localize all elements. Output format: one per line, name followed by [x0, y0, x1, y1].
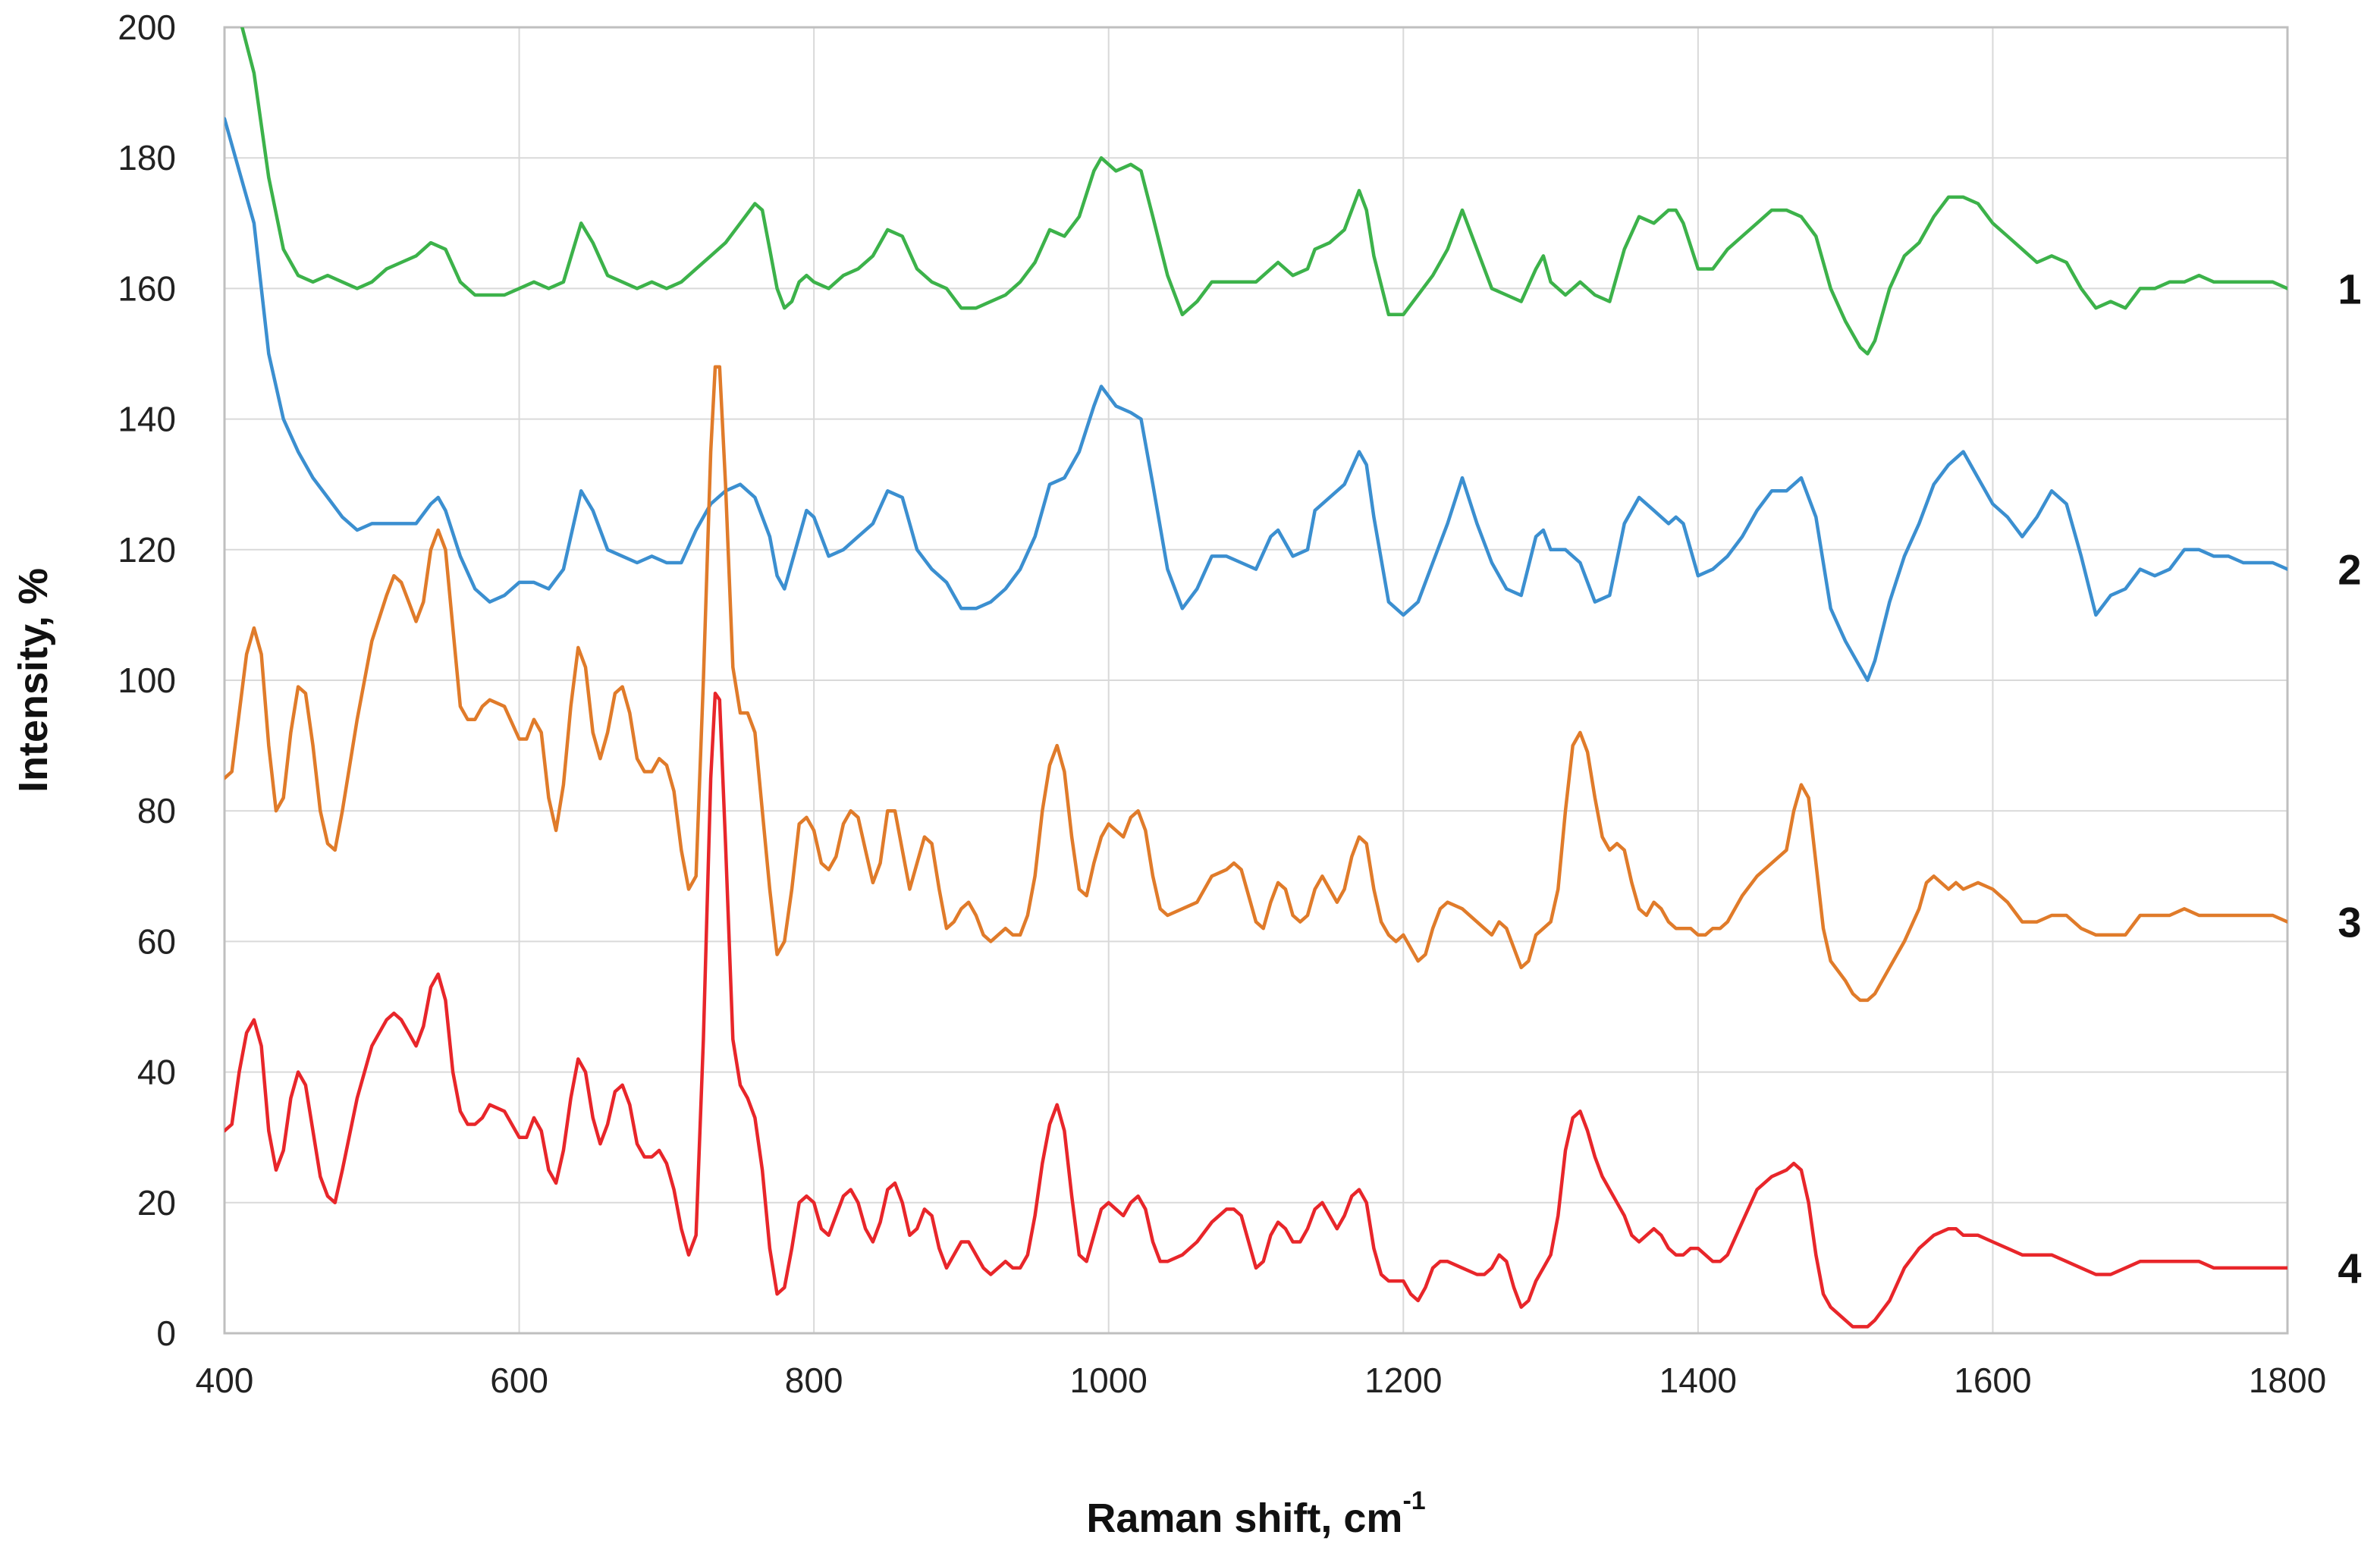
y-tick-label: 0	[156, 1314, 176, 1353]
x-tick-label: 400	[196, 1361, 254, 1400]
y-tick-label: 60	[137, 921, 176, 961]
series-line-1	[240, 27, 2287, 356]
plot-area-frame	[223, 26, 2289, 1335]
series-label-2: 2	[2338, 546, 2361, 594]
series-labels: 1 2 3 4	[2338, 265, 2361, 1292]
y-tick-label: 180	[118, 138, 176, 177]
x-axis-title: Raman shift, cm-1	[1086, 1486, 1425, 1541]
y-tick-label: 200	[118, 8, 176, 47]
series-label-3: 3	[2338, 899, 2361, 946]
y-tick-label: 120	[118, 530, 176, 570]
y-tick-label: 80	[137, 791, 176, 830]
x-axis-title-text: Raman shift, cm	[1086, 1496, 1402, 1541]
series-line-4	[224, 691, 2287, 1329]
x-axis-title-superscript: -1	[1402, 1486, 1425, 1515]
x-tick-label: 1000	[1070, 1361, 1148, 1400]
y-tick-label: 100	[118, 661, 176, 700]
y-axis-title: Intensity, %	[11, 568, 56, 793]
x-axis-tick-labels: 400 600 800 1000 1200 1400 1600 1800	[196, 1361, 2327, 1400]
x-tick-label: 1200	[1364, 1361, 1442, 1400]
y-tick-label: 20	[137, 1183, 176, 1223]
series-line-2	[224, 117, 2287, 683]
x-tick-label: 1600	[1954, 1361, 2031, 1400]
x-tick-label: 800	[785, 1361, 843, 1400]
series-label-4: 4	[2338, 1245, 2361, 1292]
series-label-1: 1	[2338, 265, 2361, 312]
y-tick-label: 40	[137, 1053, 176, 1092]
x-tick-label: 1800	[2249, 1361, 2326, 1400]
y-tick-label: 140	[118, 400, 176, 439]
x-tick-label: 600	[490, 1361, 548, 1400]
series-line-3	[224, 365, 2287, 1003]
y-axis-tick-labels: 0 20 40 60 80 100 120 140 160 180 200	[118, 8, 176, 1353]
y-tick-label: 160	[118, 268, 176, 308]
x-tick-label: 1400	[1659, 1361, 1737, 1400]
series-lines	[224, 27, 2287, 1329]
grid	[224, 27, 2287, 1333]
